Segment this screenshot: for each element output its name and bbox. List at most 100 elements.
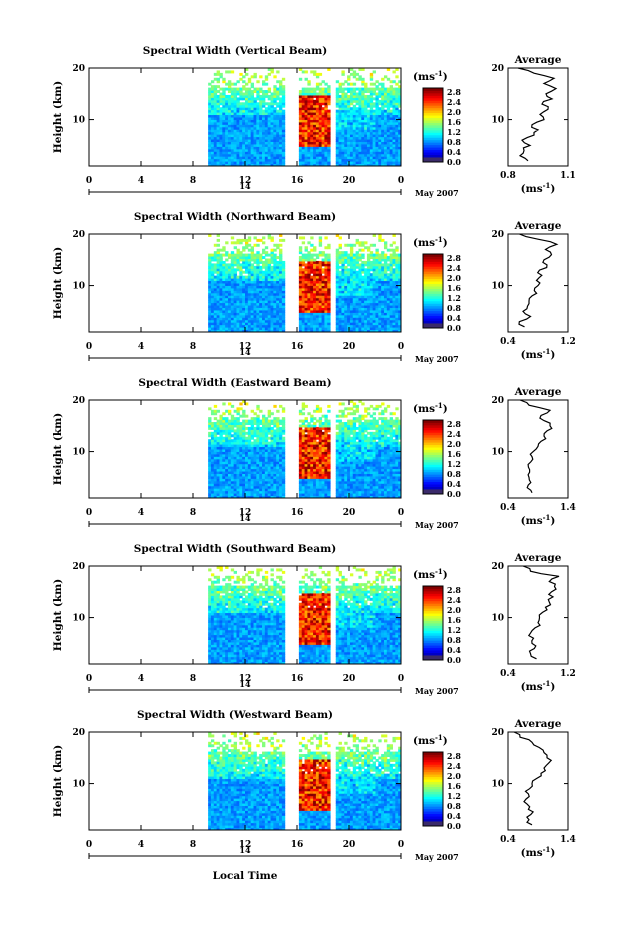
heatmap-cell — [361, 290, 365, 294]
heatmap-cell — [250, 312, 255, 316]
heatmap-cell — [369, 90, 374, 93]
heatmap-cell — [276, 141, 280, 145]
heatmap-cell — [256, 148, 260, 152]
heatmap-cell — [222, 265, 226, 269]
heatmap-cell — [304, 248, 308, 252]
heatmap-cell — [301, 287, 306, 291]
heatmap-cell — [219, 92, 223, 96]
heatmap-cell — [392, 283, 396, 286]
heatmap-cell — [242, 248, 246, 252]
panel-1: Spectral Width (Vertical Beam)1020Height… — [52, 45, 576, 198]
heatmap-cell — [250, 466, 255, 470]
heatmap-cell — [230, 488, 235, 492]
heatmap-cell — [341, 82, 345, 86]
heatmap-cell — [247, 480, 252, 484]
heatmap-cell — [233, 131, 237, 135]
heatmap-cell — [349, 251, 354, 255]
heatmap-cell — [338, 324, 342, 328]
heatmap-cell — [247, 471, 252, 474]
heatmap-cell — [239, 312, 243, 316]
heatmap-cell — [219, 471, 223, 474]
heatmap-cell — [236, 490, 240, 494]
heatmap-cell — [210, 285, 215, 289]
heatmap-cell — [392, 126, 396, 130]
heatmap-cell — [208, 439, 212, 443]
heatmap-cell — [242, 292, 246, 296]
heatmap-cell — [264, 124, 269, 128]
heatmap-cell — [313, 156, 317, 160]
heatmap-cell — [378, 146, 382, 150]
heatmap-cell — [222, 141, 226, 145]
heatmap-cell — [222, 136, 226, 140]
heatmap-cell — [298, 273, 303, 277]
heatmap-cell — [233, 112, 237, 116]
heatmap-cell — [386, 114, 391, 118]
heatmap-cell — [310, 285, 314, 289]
heatmap-cell — [344, 163, 348, 167]
heatmap-cell — [344, 121, 348, 125]
heatmap-cell — [358, 131, 362, 135]
heatmap-cell — [398, 136, 402, 140]
heatmap-cell — [318, 285, 323, 289]
heatmap-cell — [210, 461, 215, 465]
heatmap-cell — [352, 87, 357, 91]
heatmap-cell — [355, 317, 359, 321]
heatmap-cell — [361, 292, 365, 296]
heatmap-cell — [213, 475, 218, 479]
heatmap-cell — [321, 295, 325, 299]
heatmap-cell — [225, 471, 229, 474]
heatmap-cell — [247, 461, 252, 465]
heatmap-cell — [349, 256, 354, 259]
heatmap-cell — [227, 287, 232, 291]
heatmap-cell — [262, 146, 266, 150]
heatmap-cell — [358, 329, 362, 333]
heatmap-cell — [381, 153, 385, 157]
heatmap-cell — [355, 241, 359, 245]
heatmap-cell — [327, 283, 331, 286]
heatmap-cell — [210, 297, 215, 301]
heatmap-cell — [375, 107, 379, 111]
heatmap-cell — [372, 309, 376, 313]
heatmap-cell — [335, 260, 340, 264]
heatmap-cell — [262, 488, 266, 492]
heatmap-cell — [381, 161, 385, 165]
heatmap-cell — [236, 80, 240, 84]
heatmap-cell — [318, 319, 323, 323]
heatmap-cell — [264, 449, 269, 452]
heatmap-cell — [347, 141, 351, 145]
heatmap-cell — [267, 143, 272, 147]
heatmap-cell — [239, 480, 243, 484]
heatmap-cell — [352, 253, 357, 257]
heatmap-cell — [253, 131, 257, 135]
heatmap-cell — [281, 295, 286, 299]
heatmap-cell — [301, 90, 306, 93]
heatmap-cell — [225, 490, 229, 494]
heatmap-cell — [338, 317, 342, 321]
heatmap-cell — [375, 263, 379, 267]
heatmap-cell — [262, 121, 266, 125]
heatmap-cell — [352, 104, 357, 108]
heatmap-cell — [233, 92, 237, 96]
heatmap-cell — [398, 314, 402, 318]
heatmap-cell — [324, 141, 328, 145]
heatmap-cell — [262, 260, 266, 264]
heatmap-cell — [233, 148, 237, 152]
heatmap-cell — [392, 104, 396, 108]
heatmap-cell — [344, 102, 348, 106]
heatmap-cell — [259, 253, 263, 257]
colorbar-tick-label: 2.0 — [447, 107, 461, 117]
heatmap-cell — [392, 139, 396, 142]
heatmap-cell — [315, 143, 320, 147]
heatmap-cell — [386, 87, 391, 91]
heatmap-cell — [273, 87, 277, 91]
heatmap-cell — [369, 260, 374, 264]
heatmap-cell — [301, 151, 306, 155]
heatmap-cell — [347, 153, 351, 157]
heatmap-cell — [392, 87, 396, 91]
heatmap-cell — [247, 92, 252, 96]
heatmap-cell — [395, 90, 399, 93]
heatmap-cell — [307, 139, 311, 142]
heatmap-cell — [381, 126, 385, 130]
heatmap-cell — [349, 307, 354, 311]
heatmap-cell — [230, 253, 235, 257]
